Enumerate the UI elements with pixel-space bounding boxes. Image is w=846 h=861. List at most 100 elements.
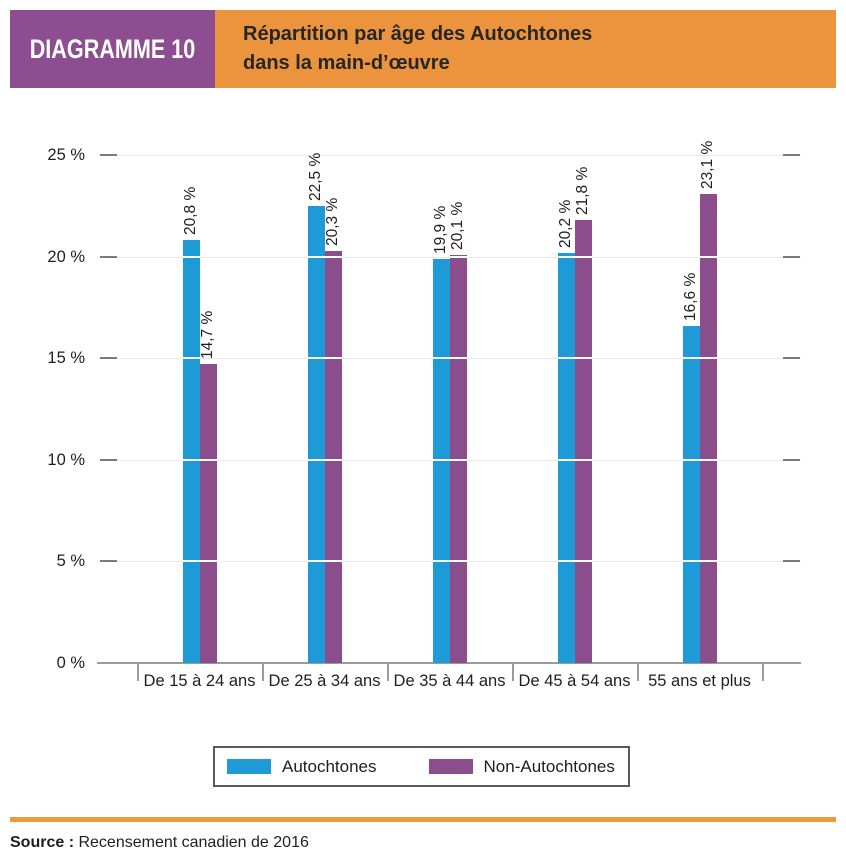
bar-grid-break	[699, 458, 717, 461]
chart-title-box: Répartition par âge des Autochtones dans…	[215, 10, 836, 88]
y-tick-label: 10 %	[47, 450, 85, 469]
category-separator	[387, 663, 389, 681]
bar-grid-break	[574, 255, 592, 258]
value-label: 14,7 %	[199, 311, 216, 360]
y-tick-label: 5 %	[56, 552, 85, 571]
axis-tick-right	[783, 357, 800, 360]
bar-grid-break	[199, 458, 217, 461]
bar-grid-break	[182, 560, 200, 563]
legend-label-non-autochtones: Non-Autochtones	[483, 756, 615, 776]
bar-non-autochtones	[449, 254, 467, 663]
value-label: 20,1 %	[449, 201, 466, 250]
bar-grid-break	[324, 255, 342, 258]
value-label: 23,1 %	[699, 140, 716, 189]
bar-grid-break	[432, 560, 450, 563]
chart-title-line2: dans la main-d’œuvre	[243, 52, 450, 74]
category-separator	[637, 663, 639, 681]
bar-grid-break	[432, 357, 450, 360]
axis-tick-right	[783, 154, 800, 156]
bar-grid-break	[557, 458, 575, 461]
value-label: 20,8 %	[182, 187, 199, 236]
diagram-tag-box: DIAGRAMME 10	[10, 10, 215, 88]
bar-grid-break	[699, 357, 717, 360]
bar-grid-break	[699, 560, 717, 563]
value-label: 20,3 %	[324, 197, 341, 246]
bar-grid-break	[682, 560, 700, 563]
source-text: Recensement canadien de 2016	[78, 834, 309, 851]
bar-grid-break	[449, 357, 467, 360]
y-tick-label: 0 %	[56, 654, 85, 672]
bar-grid-break	[682, 357, 700, 360]
axis-tick-left	[100, 560, 117, 563]
bar-grid-break	[699, 255, 717, 258]
bar-autochtones	[432, 258, 450, 663]
diagram-tag-label: DIAGRAMME 10	[29, 33, 196, 64]
axis-tick-left	[100, 357, 117, 360]
category-separator	[137, 663, 139, 681]
bar-grid-break	[574, 560, 592, 563]
legend-label-autochtones: Autochtones	[282, 756, 377, 776]
bar-grid-break	[432, 458, 450, 461]
bar-grid-break	[324, 560, 342, 563]
bar-grid-break	[574, 458, 592, 461]
axis-tick-left	[100, 458, 117, 461]
legend-item-autochtones: Autochtones	[227, 757, 377, 777]
category-label: De 35 à 44 ans	[393, 672, 506, 690]
bar-grid-break	[557, 560, 575, 563]
bar-grid-break	[324, 458, 342, 461]
bar-grid-break	[307, 357, 325, 360]
bar-grid-break	[449, 458, 467, 461]
bar-grid-break	[307, 560, 325, 563]
legend-item-non-autochtones: Non-Autochtones	[428, 756, 615, 777]
bar-autochtones	[182, 240, 200, 663]
value-label: 16,6 %	[682, 272, 699, 321]
bar-grid-break	[307, 255, 325, 258]
axis-tick-right	[783, 560, 800, 563]
y-tick-label: 25 %	[47, 146, 85, 164]
category-label: De 15 à 24 ans	[143, 672, 256, 690]
category-separator	[512, 663, 514, 681]
y-tick-label: 20 %	[47, 247, 85, 266]
grid-line	[97, 155, 801, 156]
axis-tick-right	[783, 458, 800, 461]
bar-grid-break	[307, 458, 325, 461]
category-label: De 45 à 54 ans	[518, 672, 631, 690]
bar-autochtones	[557, 252, 575, 663]
grid-line	[97, 256, 801, 258]
bottom-rule	[10, 817, 836, 822]
bar-grid-break	[182, 458, 200, 461]
axis-tick-left	[100, 154, 117, 156]
value-label: 21,8 %	[574, 166, 591, 216]
bar-non-autochtones	[324, 250, 342, 663]
bar-grid-break	[557, 357, 575, 360]
bar-non-autochtones	[699, 193, 717, 663]
category-separator	[762, 663, 764, 681]
plot-area: 20,8 % 14,7 % 22,5 % 20,3 % 19,9 % 20,1 % 20,2…	[97, 140, 801, 664]
bar-grid-break	[449, 255, 467, 258]
category-separator	[262, 663, 264, 681]
category-label: De 25 à 34 ans	[268, 672, 381, 690]
bar-grid-break	[557, 255, 575, 258]
bar-grid-break	[182, 357, 200, 360]
bar-grid-break	[199, 560, 217, 563]
bar-non-autochtones	[199, 364, 217, 663]
bar-non-autochtones	[574, 220, 592, 663]
source-label: Source :	[10, 834, 75, 851]
bar-grid-break	[182, 255, 200, 258]
axis-tick-right	[783, 255, 800, 258]
chart-title-line1: Répartition par âge des Autochtones	[243, 23, 593, 45]
bar-grid-break	[324, 357, 342, 360]
bar-grid-break	[449, 560, 467, 563]
y-tick-label: 15 %	[47, 349, 85, 368]
legend-swatch-non-autochtones	[428, 759, 473, 774]
bar-autochtones	[682, 325, 700, 663]
bar-grid-break	[682, 458, 700, 461]
bar-grid-break	[574, 357, 592, 360]
legend-swatch-autochtones	[227, 759, 271, 774]
x-axis-line	[97, 662, 801, 664]
axis-tick-left	[100, 255, 117, 258]
category-label: 55 ans et plus	[648, 672, 751, 690]
bar-autochtones	[307, 205, 325, 663]
source-line: Source : Recensement canadien de 2016	[10, 834, 309, 852]
